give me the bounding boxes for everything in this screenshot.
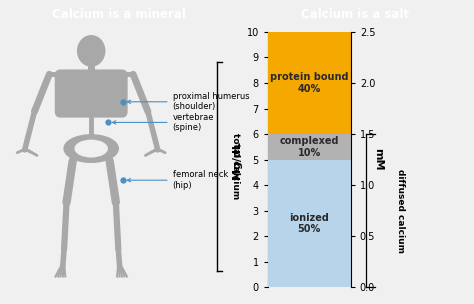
Y-axis label: mM: mM: [374, 148, 383, 171]
Text: vertebrae
(spine): vertebrae (spine): [112, 113, 214, 132]
Ellipse shape: [64, 135, 118, 162]
FancyBboxPatch shape: [55, 70, 127, 117]
Text: ionized
50%: ionized 50%: [289, 212, 329, 234]
Circle shape: [78, 36, 105, 66]
Text: Calcium is a mineral: Calcium is a mineral: [52, 8, 185, 21]
Y-axis label: Mg/dL: Mg/dL: [232, 141, 242, 178]
Bar: [268, 160, 351, 287]
Text: Calcium is a salt: Calcium is a salt: [301, 8, 410, 21]
Text: diffused calcium: diffused calcium: [396, 169, 405, 253]
Text: total calcium: total calcium: [231, 133, 240, 199]
Text: proximal humerus
(shoulder): proximal humerus (shoulder): [127, 92, 249, 112]
Bar: [268, 32, 351, 134]
Text: complexed
10%: complexed 10%: [280, 136, 339, 158]
Ellipse shape: [75, 140, 107, 157]
Bar: [268, 134, 351, 160]
Text: femoral neck
(hip): femoral neck (hip): [127, 171, 228, 190]
Text: protein bound
40%: protein bound 40%: [270, 72, 348, 94]
